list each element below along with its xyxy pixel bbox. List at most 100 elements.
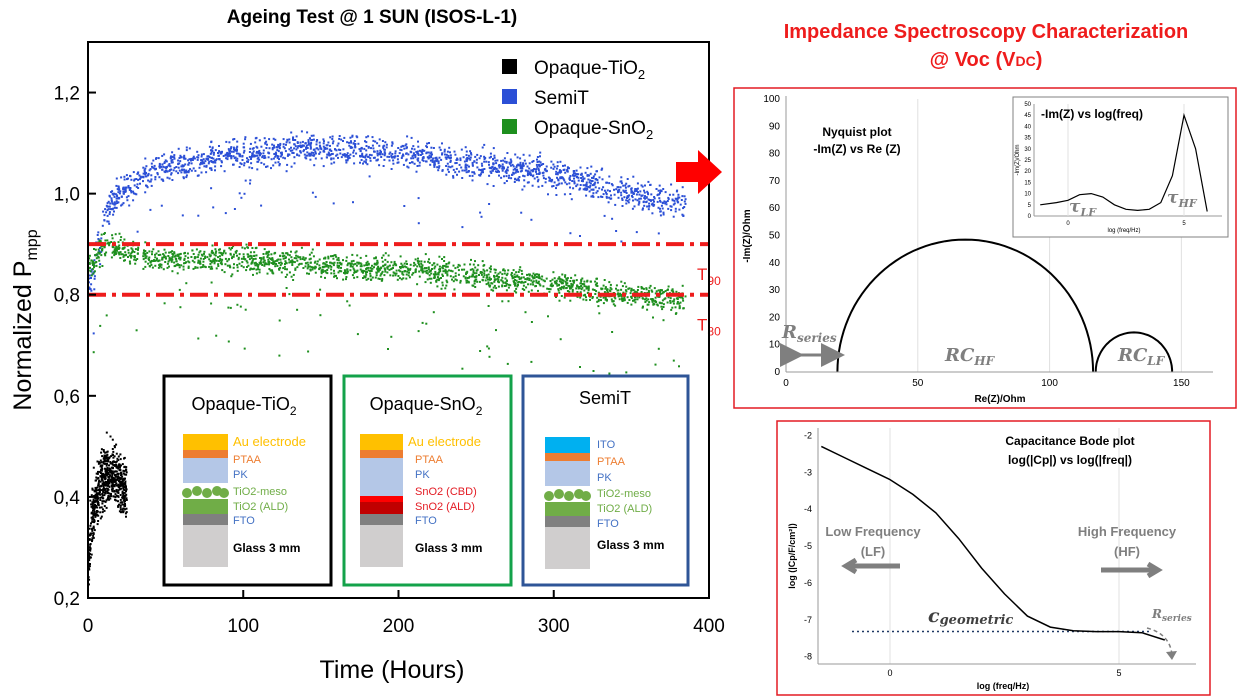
data-point <box>395 269 398 272</box>
data-point <box>569 280 572 282</box>
data-point <box>205 157 208 160</box>
data-point <box>556 165 559 168</box>
data-point <box>572 279 575 282</box>
y-tick-label: 15 <box>1024 180 1031 186</box>
data-point <box>143 169 146 172</box>
data-point <box>365 278 368 281</box>
data-point <box>596 282 598 285</box>
data-point <box>399 255 402 258</box>
data-point <box>112 460 115 463</box>
data-point <box>559 160 562 163</box>
data-point <box>94 254 97 257</box>
data-point <box>597 298 600 301</box>
data-point <box>439 148 442 151</box>
data-point <box>247 255 250 258</box>
data-point <box>533 276 536 279</box>
data-point <box>617 292 620 295</box>
data-point <box>118 463 121 466</box>
data-point <box>220 160 223 163</box>
data-point <box>555 187 557 190</box>
data-point <box>320 275 323 278</box>
data-point <box>124 190 127 193</box>
data-point <box>460 166 463 169</box>
data-point <box>483 160 486 163</box>
data-point <box>667 285 670 288</box>
data-point <box>405 159 408 162</box>
data-point <box>289 149 292 152</box>
data-point <box>360 263 363 266</box>
data-point <box>302 150 305 153</box>
data-point <box>591 194 594 197</box>
data-point <box>611 300 614 303</box>
data-point <box>148 250 151 253</box>
data-point <box>371 276 374 279</box>
data-point <box>584 184 587 187</box>
data-point <box>170 168 173 171</box>
data-point <box>93 500 96 503</box>
data-point <box>243 164 246 167</box>
data-point <box>224 257 227 260</box>
data-point <box>130 190 133 192</box>
data-point <box>445 165 448 167</box>
data-point <box>474 286 477 288</box>
data-point <box>591 184 594 187</box>
data-point <box>119 494 122 496</box>
data-point <box>598 312 601 315</box>
data-point <box>433 275 436 277</box>
data-point <box>571 174 574 177</box>
data-point <box>122 507 125 510</box>
data-point <box>158 163 161 166</box>
data-point <box>523 159 526 162</box>
data-point <box>524 162 527 165</box>
data-point <box>570 282 573 285</box>
data-point <box>314 157 317 160</box>
data-point <box>318 268 321 271</box>
data-point <box>108 205 111 208</box>
data-point <box>144 265 147 268</box>
data-point <box>120 501 123 504</box>
data-point <box>469 150 472 153</box>
data-point <box>458 163 461 166</box>
data-point <box>150 260 153 263</box>
data-point <box>569 193 572 195</box>
data-point <box>202 264 205 266</box>
data-point <box>563 296 566 299</box>
layer-label-pk: PK <box>415 469 430 481</box>
data-point <box>151 266 154 269</box>
data-point <box>549 288 552 291</box>
data-point <box>382 254 385 257</box>
data-point <box>536 165 539 168</box>
data-point <box>675 197 678 200</box>
data-point <box>526 273 528 276</box>
data-point <box>308 154 311 157</box>
data-point <box>225 152 228 155</box>
data-point <box>273 153 276 155</box>
data-point <box>97 500 99 503</box>
data-point <box>511 275 514 278</box>
data-point <box>679 301 682 304</box>
legend-label-semit: SemiT <box>534 88 589 109</box>
data-point <box>659 289 662 291</box>
data-point <box>123 470 126 473</box>
data-point <box>193 157 196 160</box>
data-point <box>106 456 108 459</box>
data-point <box>538 165 541 168</box>
data-point <box>418 275 421 278</box>
data-point <box>618 298 621 301</box>
data-point <box>314 271 317 274</box>
data-point <box>401 264 404 267</box>
data-point <box>214 169 216 172</box>
data-point <box>183 259 186 261</box>
data-point <box>543 280 546 283</box>
data-point <box>434 157 437 160</box>
data-point <box>596 285 599 287</box>
data-point <box>549 284 552 287</box>
data-point <box>93 529 96 532</box>
data-point <box>117 491 120 494</box>
data-point <box>104 470 107 473</box>
data-point <box>418 265 421 268</box>
data-point <box>512 269 515 272</box>
data-point <box>103 246 106 249</box>
data-point <box>253 267 256 270</box>
data-point <box>125 253 128 256</box>
